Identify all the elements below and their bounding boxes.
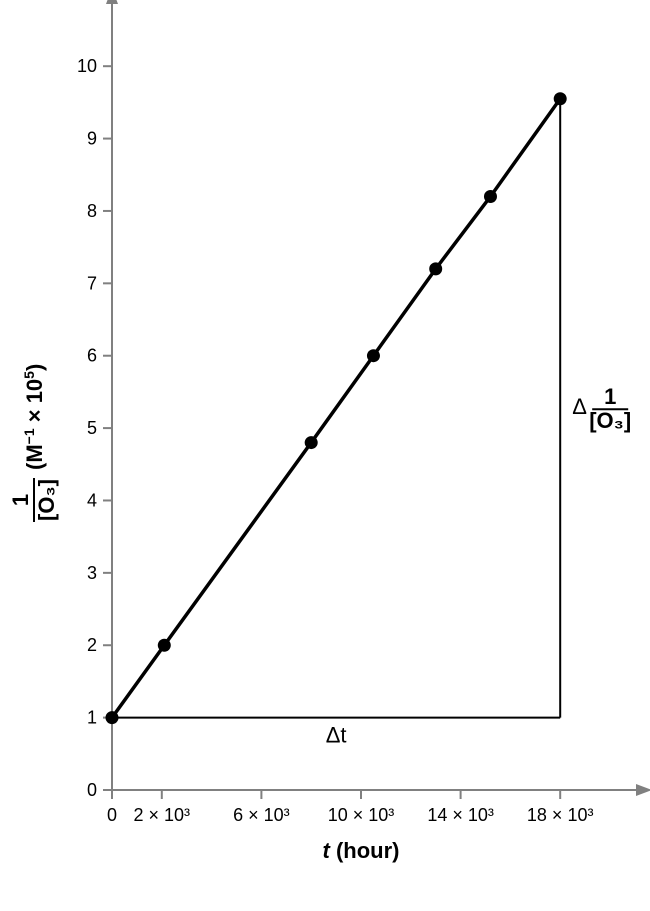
y-tick-label: 2 [87, 635, 97, 655]
kinetics-chart: 0 1 2 3 4 5 6 7 8 9 10 0 2 × 10³ 6 × 10³ 10 × 10³ 14 × … [0, 0, 650, 911]
y-tick-label: 0 [87, 780, 97, 800]
svg-text:[O₃]: [O₃] [34, 479, 59, 521]
x-tick-label: 18 × 10³ [527, 805, 594, 825]
svg-text:1: 1 [8, 494, 33, 506]
y-tick-label: 8 [87, 201, 97, 221]
data-point [484, 190, 497, 203]
x-tick-label: 6 × 10³ [233, 805, 290, 825]
y-tick-label: 9 [87, 129, 97, 149]
data-point [106, 711, 119, 724]
x-tick-label: 2 × 10³ [134, 805, 191, 825]
y-tick-label: 7 [87, 273, 97, 293]
x-axis-title: t (hour) [323, 838, 400, 863]
y-axis-title: 1[O₃] (M−1 × 105) [8, 364, 59, 522]
data-point [305, 436, 318, 449]
svg-text:[O₃]: [O₃] [589, 408, 631, 433]
svg-text:Δ: Δ [572, 394, 587, 419]
data-point [158, 639, 171, 652]
delta-y-label: Δ 1[O₃] [572, 384, 631, 433]
data-point [554, 92, 567, 105]
y-axis-arrow [106, 0, 118, 4]
x-tick-label: 10 × 10³ [328, 805, 395, 825]
x-axis-arrow [636, 784, 650, 796]
y-tick-label: 1 [87, 708, 97, 728]
data-point [367, 349, 380, 362]
svg-text:1: 1 [604, 384, 616, 409]
delta-t-label: Δt [326, 723, 347, 748]
y-tick-label: 4 [87, 490, 97, 510]
svg-text:(M−1 × 105): (M−1 × 105) [21, 364, 47, 470]
y-tick-label: 3 [87, 563, 97, 583]
data-point [429, 262, 442, 275]
y-tick-label: 6 [87, 346, 97, 366]
y-tick-label: 5 [87, 418, 97, 438]
x-tick-label: 0 [107, 805, 117, 825]
x-tick-label: 14 × 10³ [427, 805, 494, 825]
y-tick-label: 10 [77, 56, 97, 76]
